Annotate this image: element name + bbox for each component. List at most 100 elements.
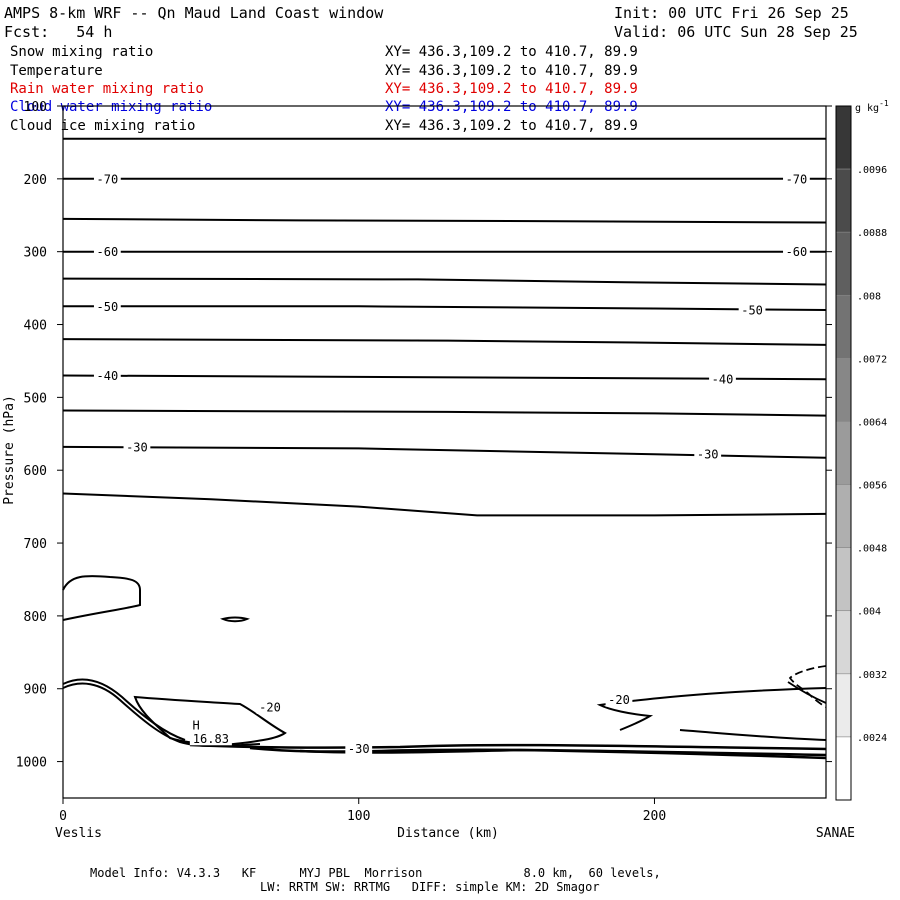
contour-label-bg: [256, 699, 284, 714]
layer-xy-rain: XY= 436.3,109.2 to 410.7, 89.9: [385, 81, 638, 97]
layer-xy-cloud-ice: XY= 436.3,109.2 to 410.7, 89.9: [385, 118, 638, 134]
colorbar-tick-label: .0072: [857, 354, 887, 365]
colorbar-band: [835, 547, 852, 612]
contour-label: -50: [97, 300, 119, 314]
contour-label: -30: [348, 742, 370, 756]
colorbar: .0096 .0088 .008 .0072 .0064 .0056 .0048 .004 .0…: [835, 105, 887, 801]
layer-name-cloud-ice: Cloud ice mixing ratio: [10, 118, 196, 134]
y-axis-label: Pressure (hPa): [2, 395, 17, 505]
temperature-contours: [62, 137, 827, 517]
layer-name-temperature: Temperature: [10, 63, 103, 79]
contour-label-bg: [738, 302, 766, 317]
contour-label: -70: [97, 172, 119, 186]
axes: 100 200 300 400 500 600 700 800 900 1000 0 100 200: [16, 100, 832, 824]
layer-name-rain: Rain water mixing ratio: [10, 81, 204, 97]
contour-label: -20: [608, 693, 630, 707]
x-tick-label: 100: [347, 809, 370, 824]
temperature-contour-line: [62, 445, 827, 459]
contour-label: -60: [97, 245, 119, 259]
contour-label-bg: [123, 439, 151, 454]
contour-label-bg: [694, 447, 722, 462]
contour-label-bg: [783, 244, 810, 259]
colorbar-band: [835, 736, 852, 801]
contour-label-bg: [93, 244, 121, 259]
contour-label-bg: [190, 718, 202, 733]
contour-label-bg: [709, 372, 736, 387]
y-tick-label: 100: [24, 100, 47, 115]
valid-time: Valid: 06 UTC Sun 28 Sep 25: [614, 23, 858, 41]
temperature-contour-line: [62, 338, 827, 346]
colorbar-band: [835, 673, 852, 738]
contour-label: -30: [697, 448, 719, 462]
y-tick-label: 400: [24, 319, 47, 334]
colorbar-band: [835, 484, 852, 548]
temperature-contour-line: [62, 492, 827, 517]
colorbar-band: [835, 231, 852, 296]
contour-ground-a: [189, 743, 827, 751]
contour-right-dashed: [788, 665, 827, 708]
colorbar-tick-label: .0024: [857, 733, 887, 744]
temperature-contour-line: [63, 305, 827, 311]
colorbar-tick-label: .004: [857, 607, 881, 618]
contour-label: -40: [712, 373, 734, 387]
contour-minus20-left: [133, 695, 287, 747]
colorbar-tick-label: .008: [857, 291, 881, 302]
init-time: Init: 00 UTC Fri 26 Sep 25: [614, 4, 849, 22]
layer-xy-snow: XY= 436.3,109.2 to 410.7, 89.9: [385, 44, 638, 60]
colorbar-band: [835, 610, 852, 675]
contour-label: -70: [786, 172, 808, 186]
layer-name-cloud-water: Cloud water mixing ratio: [10, 99, 213, 115]
contour-labels: -70 -70 -60 -60 -50 -50 -40 -40 -30 -30 -20 -20 -30 H…: [93, 171, 810, 756]
contour-label: -50: [741, 303, 763, 317]
temperature-contour-line: [62, 277, 827, 286]
left-endpoint-label: Veslis: [55, 826, 102, 841]
contour-label: -40: [97, 369, 119, 383]
temperature-contour-line: [62, 409, 827, 417]
colorbar-frame: [835, 105, 852, 801]
y-tick-label: 1000: [16, 756, 47, 771]
contour-label-bg: [93, 299, 121, 314]
contour-label-bg: [189, 731, 232, 746]
x-tick-label: 0: [59, 809, 67, 824]
colorbar-tick-label: .0048: [857, 544, 887, 555]
mixing-ratio-contours: [62, 575, 827, 760]
contour-label: 16.83: [193, 732, 229, 746]
contour-label-bg: [605, 692, 633, 707]
footer-model-info: Model Info: V4.3.3 KF MYJ PBL Morrison 8…: [90, 866, 661, 880]
colorbar-band: [835, 294, 852, 359]
contour-label: -60: [786, 245, 808, 259]
chart-title: AMPS 8-km WRF -- Qn Maud Land Coast wind…: [4, 4, 384, 22]
contour-label: -20: [259, 700, 281, 714]
contour-label: -30: [126, 440, 148, 454]
colorbar-band: [835, 421, 852, 485]
contour-label-bg: [93, 171, 121, 186]
contour-label: H: [192, 719, 199, 733]
x-axis-label: Distance (km): [397, 826, 499, 841]
contour-right-lower: [679, 729, 827, 741]
plot-frame: [62, 105, 827, 799]
right-endpoint-label: SANAE: [816, 826, 855, 841]
contour-label-bg: [783, 171, 810, 186]
colorbar-tick-label: .0064: [857, 417, 887, 428]
contour-right-short: [787, 681, 827, 704]
contour-surface-left-b: [62, 678, 186, 741]
footer-physics-info: LW: RRTM SW: RRTMG DIFF: simple KM: 2D S…: [260, 880, 600, 894]
colorbar-tick-label: .0032: [857, 670, 887, 681]
y-tick-label: 500: [24, 391, 47, 406]
y-tick-label: 600: [24, 464, 47, 479]
contour-label-bg: [93, 368, 121, 383]
y-tick-label: 200: [24, 173, 47, 188]
layer-name-snow: Snow mixing ratio: [10, 44, 154, 60]
y-tick-label: 700: [24, 537, 47, 552]
layer-xy-temperature: XY= 436.3,109.2 to 410.7, 89.9: [385, 63, 638, 79]
forecast-hour: Fcst: 54 h: [4, 23, 113, 41]
colorbar-tick-label: .0056: [857, 481, 887, 492]
temperature-contour-line: [62, 217, 827, 224]
y-tick-label: 300: [24, 246, 47, 261]
temperature-contour-line: [62, 374, 827, 381]
x-tick-label: 200: [643, 809, 666, 824]
contour-small-patch: [220, 616, 250, 623]
contour-label-bg: [345, 741, 373, 756]
contour-upper-left-bulge: [62, 575, 141, 621]
colorbar-band: [835, 168, 852, 233]
